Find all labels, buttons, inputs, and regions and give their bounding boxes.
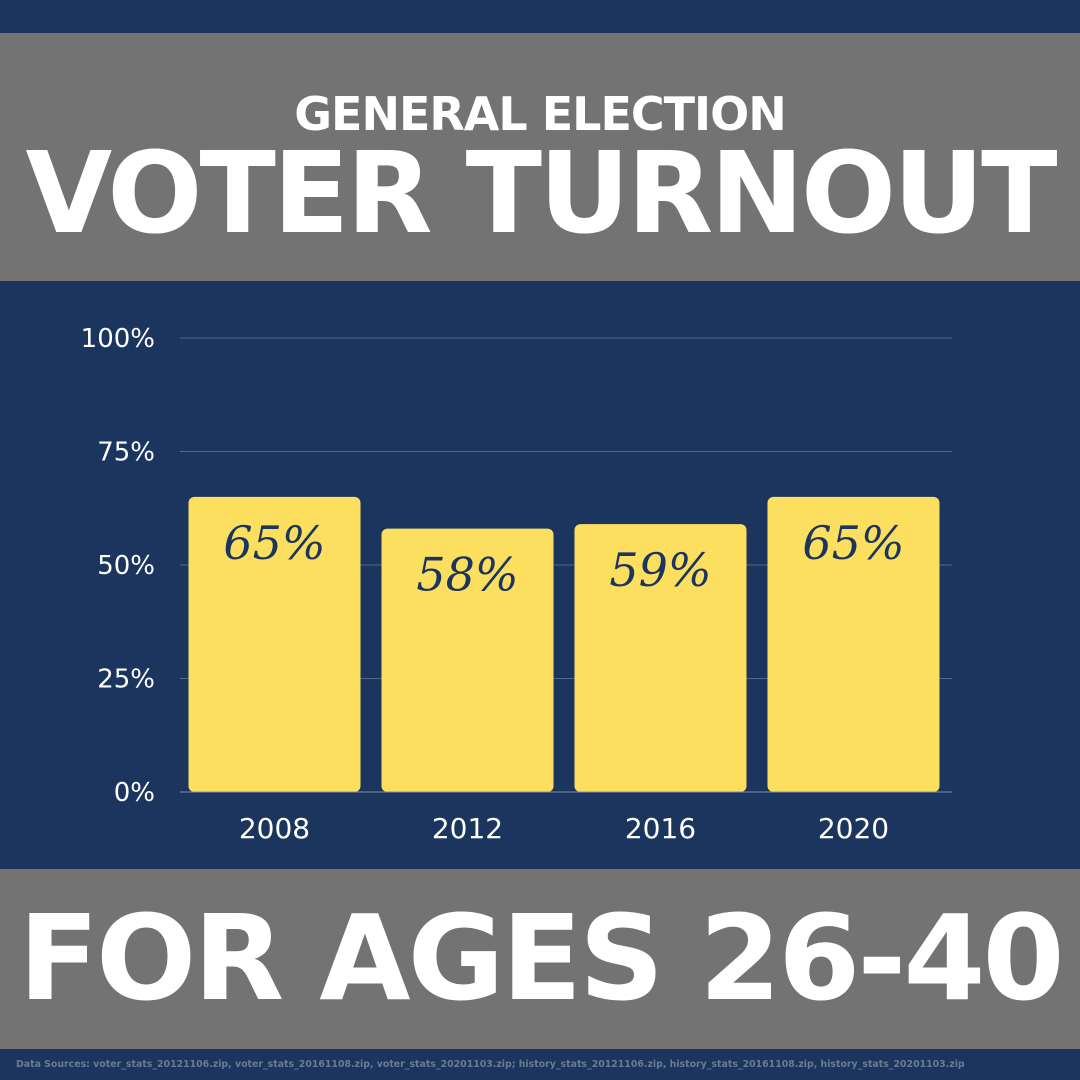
x-tick-label: 2012 — [432, 812, 503, 845]
bar — [381, 528, 554, 792]
x-tick-label: 2016 — [625, 812, 696, 845]
bar-chart: 0% 25% 50% 75% 100% 65% 2008 58% 2012 59% 2016 65% 2… — [81, 324, 952, 845]
y-tick-label: 100% — [81, 324, 155, 354]
footer-band: FOR AGES 26-40 — [0, 869, 1080, 1049]
x-tick-label: 2008 — [239, 812, 310, 845]
chart-subtitle: GENERAL ELECTION — [294, 87, 786, 141]
age-group-title: FOR AGES 26-40 — [18, 889, 1064, 1027]
chart-title: VOTER TURNOUT — [25, 129, 1058, 259]
data-sources-note: Data Sources: voter_stats_20121106.zip, … — [16, 1059, 965, 1070]
x-tick-label: 2020 — [818, 812, 889, 845]
data-label: 58% — [416, 548, 518, 602]
y-tick-label: 75% — [97, 438, 155, 468]
bar — [767, 496, 940, 792]
data-label: 65% — [223, 516, 325, 570]
bar — [188, 496, 361, 792]
data-label: 65% — [802, 516, 904, 570]
data-label: 59% — [609, 543, 711, 597]
header-band: GENERAL ELECTION VOTER TURNOUT — [0, 33, 1080, 281]
y-tick-label: 25% — [97, 665, 155, 695]
y-tick-label: 0% — [114, 778, 155, 808]
y-tick-label: 50% — [97, 551, 155, 581]
bar — [574, 524, 747, 792]
